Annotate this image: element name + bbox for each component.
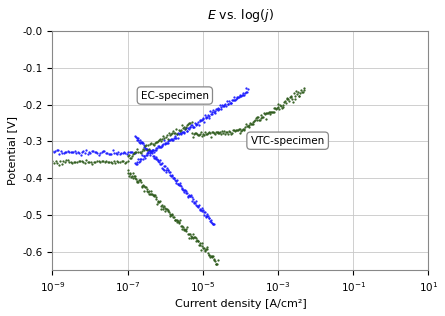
X-axis label: Current density [A/cm²]: Current density [A/cm²]	[174, 299, 306, 309]
Text: EC-specimen: EC-specimen	[141, 90, 209, 100]
Text: VTC-specimen: VTC-specimen	[251, 136, 325, 146]
Text: $E$ vs. log($j$): $E$ vs. log($j$)	[207, 7, 274, 24]
Y-axis label: Potential [V]: Potential [V]	[7, 116, 17, 185]
